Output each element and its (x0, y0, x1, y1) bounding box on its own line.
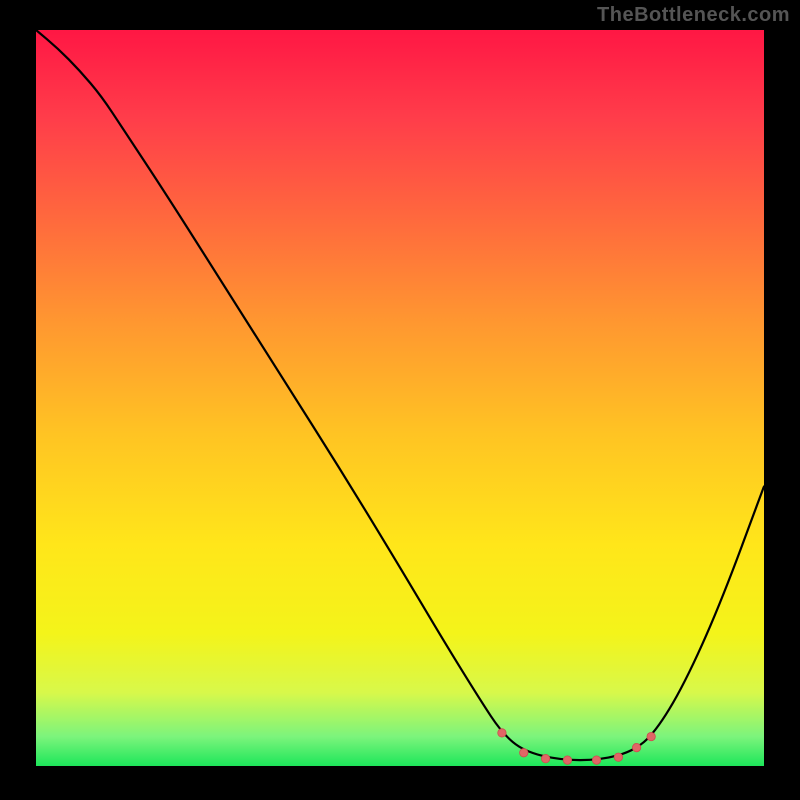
optimal-marker (520, 749, 528, 757)
optimal-marker (498, 729, 506, 737)
plot-background (36, 30, 764, 766)
bottleneck-plot (0, 0, 800, 800)
optimal-marker (592, 756, 600, 764)
optimal-marker (563, 756, 571, 764)
chart-frame: TheBottleneck.com (0, 0, 800, 800)
watermark-text: TheBottleneck.com (597, 4, 790, 27)
optimal-marker (632, 743, 640, 751)
optimal-marker (541, 754, 549, 762)
optimal-marker (614, 753, 622, 761)
optimal-marker (647, 732, 655, 740)
